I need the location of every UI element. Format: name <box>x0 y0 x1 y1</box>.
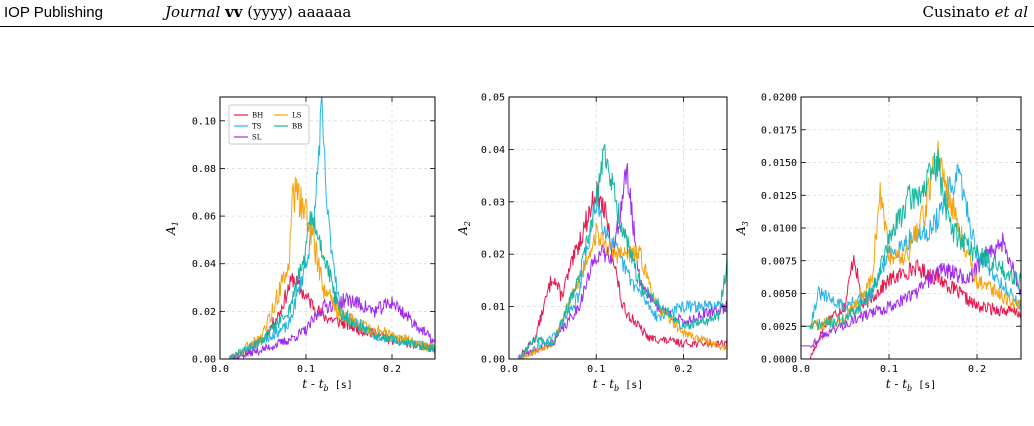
plot-frame <box>219 96 436 360</box>
panel-3: 0.0 0.1 0.2 0.0000 0.0025 0.0050 0.0075 0.0100 0… <box>734 93 1022 393</box>
x-tick-label: 0.1 <box>880 364 898 375</box>
series-ls <box>509 222 727 359</box>
series-bb <box>509 144 727 359</box>
y-axis-label: A3 <box>734 221 750 236</box>
x-axis-label: t - tb [s] <box>302 377 353 393</box>
series-bb <box>801 149 1021 331</box>
series-sl <box>801 232 1021 349</box>
y-tick-label: 0.0025 <box>761 322 797 333</box>
x-tick-label: 0.0 <box>500 364 518 375</box>
legend-label: SL <box>252 134 262 142</box>
y-tick-label: 0.0000 <box>761 355 797 366</box>
page-header: IOP Publishing Journal vv (yyyy) aaaaaa … <box>0 0 1034 28</box>
x-tick-label: 0.2 <box>674 364 692 375</box>
y-tick-label: 0.02 <box>481 250 505 261</box>
author-suffix: et al <box>994 3 1028 21</box>
running-author: Cusinato et al <box>923 3 1029 21</box>
y-axis-label: A2 <box>456 221 472 236</box>
series-ls <box>220 177 435 359</box>
y-tick-label: 0.0200 <box>761 93 797 104</box>
y-tick-label: 0.0150 <box>761 158 797 169</box>
series-sl <box>509 163 727 359</box>
y-tick-label: 0.01 <box>481 302 505 313</box>
author-name: Cusinato <box>922 3 990 21</box>
y-tick-label: 0.0050 <box>761 289 797 300</box>
y-tick-label: 0.05 <box>481 93 505 104</box>
journal-year: (yyyy) <box>247 3 293 21</box>
y-axis-label: A1 <box>164 221 180 236</box>
legend-label: BB <box>292 123 302 131</box>
journal-name: Journal <box>165 3 221 21</box>
publisher-name: IOP Publishing <box>4 4 103 21</box>
journal-volume: vv <box>225 3 243 21</box>
series-bh <box>801 255 1021 359</box>
panel-2: 0.0 0.1 0.2 0.00 0.01 0.02 0.03 0.04 0.05 t - tb … <box>456 93 728 393</box>
x-axis-label: t - tb [s] <box>886 377 937 393</box>
plot-frame <box>508 96 728 360</box>
x-axis-label: t - tb [s] <box>593 377 644 393</box>
y-tick-label: 0.10 <box>192 116 216 127</box>
legend: BH TS SL LS BB <box>228 104 310 145</box>
x-tick-label: 0.1 <box>587 364 605 375</box>
legend-label: LS <box>292 112 302 120</box>
x-tick-label: 0.0 <box>211 364 229 375</box>
series-bh <box>509 181 727 359</box>
journal-citation: Journal vv (yyyy) aaaaaa <box>165 3 351 21</box>
y-tick-label: 0.0075 <box>761 256 797 267</box>
y-tick-label: 0.00 <box>481 355 505 366</box>
legend-label: TS <box>252 123 262 131</box>
y-tick-label: 0.04 <box>481 145 505 156</box>
series-bb <box>220 210 435 359</box>
x-tick-label: 0.2 <box>383 364 401 375</box>
legend-label: BH <box>252 112 263 120</box>
y-tick-label: 0.08 <box>192 164 216 175</box>
journal-article: aaaaaa <box>297 3 352 21</box>
y-tick-label: 0.03 <box>481 197 505 208</box>
panel-1: 0.0 0.1 0.2 0.00 0.02 0.04 0.06 0.08 0.10 t - tb … <box>164 96 436 393</box>
y-tick-label: 0.04 <box>192 259 216 270</box>
y-tick-label: 0.0100 <box>761 224 797 235</box>
y-tick-label: 0.02 <box>192 307 216 318</box>
y-tick-label: 0.0125 <box>761 191 797 202</box>
x-tick-label: 0.0 <box>792 364 810 375</box>
series-ts <box>801 163 1021 327</box>
series-sl <box>220 291 435 359</box>
header-rule <box>0 26 1034 27</box>
y-tick-label: 0.00 <box>192 355 216 366</box>
x-tick-label: 0.1 <box>297 364 315 375</box>
x-tick-label: 0.2 <box>968 364 986 375</box>
y-tick-label: 0.06 <box>192 212 216 223</box>
y-tick-label: 0.0175 <box>761 125 797 136</box>
